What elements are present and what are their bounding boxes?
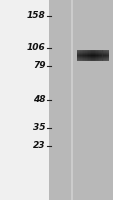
Bar <box>100 50 102 61</box>
Bar <box>49 0 70 200</box>
Bar <box>87 50 89 61</box>
Bar <box>103 50 105 61</box>
Bar <box>76 52 108 53</box>
Text: 158: 158 <box>27 11 45 21</box>
Bar <box>89 50 91 61</box>
Bar <box>76 59 108 60</box>
Bar <box>86 50 87 61</box>
Bar <box>76 50 108 51</box>
Bar <box>105 50 106 61</box>
Bar <box>76 53 108 54</box>
Bar <box>84 50 86 61</box>
Text: 48: 48 <box>33 96 45 104</box>
Bar <box>106 50 108 61</box>
Bar <box>76 52 108 53</box>
Bar <box>95 50 97 61</box>
Bar <box>0 0 49 200</box>
Text: 106: 106 <box>27 44 45 52</box>
Bar <box>94 50 95 61</box>
Bar <box>76 54 108 55</box>
Bar <box>72 0 113 200</box>
Bar <box>78 50 80 61</box>
Bar <box>76 59 108 60</box>
Bar <box>92 50 94 61</box>
Bar <box>83 50 84 61</box>
Text: 79: 79 <box>33 62 45 71</box>
Bar <box>97 50 99 61</box>
Text: 23: 23 <box>33 142 45 150</box>
Bar <box>70 0 72 200</box>
Bar <box>76 58 108 59</box>
Bar <box>76 56 108 57</box>
Bar <box>76 51 108 52</box>
Bar <box>76 55 108 56</box>
Bar <box>76 60 108 61</box>
Bar <box>81 50 83 61</box>
Bar <box>76 50 78 61</box>
Text: 35: 35 <box>33 123 45 132</box>
Bar <box>76 53 108 54</box>
Bar <box>79 50 81 61</box>
Bar <box>76 55 108 56</box>
Bar <box>91 50 92 61</box>
Bar <box>76 56 108 57</box>
Bar <box>98 50 100 61</box>
Bar <box>76 57 108 58</box>
Bar <box>76 60 108 61</box>
Bar <box>102 50 103 61</box>
